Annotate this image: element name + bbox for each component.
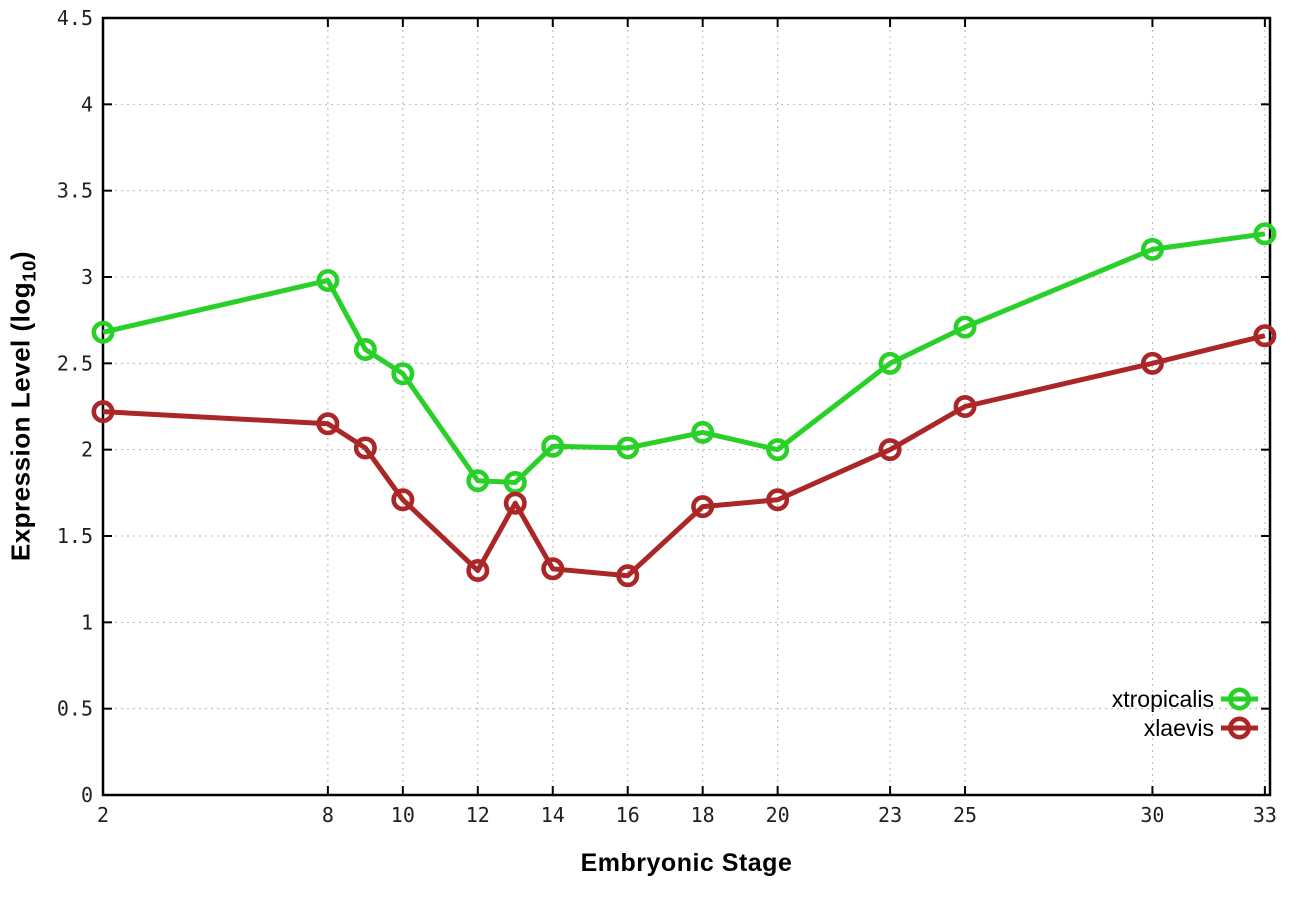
y-axis-title-main: Expression Level (log <box>5 281 36 562</box>
data-point-marker <box>953 394 977 418</box>
y-tick-label: 4.5 <box>57 6 93 30</box>
data-point-marker <box>1253 324 1277 348</box>
x-tick-label: 20 <box>766 803 790 827</box>
data-point-marker <box>91 320 115 344</box>
data-point-marker <box>353 436 377 460</box>
data-point-marker <box>541 434 565 458</box>
x-tick-label: 10 <box>391 803 415 827</box>
data-point-marker <box>91 400 115 424</box>
data-point-marker <box>316 268 340 292</box>
y-tick-label: 4 <box>81 92 93 116</box>
series-line <box>102 333 1266 579</box>
legend-label: xlaevis <box>1144 715 1214 741</box>
series-xlaevis <box>91 324 1277 588</box>
y-tick-label: 2.5 <box>57 351 93 375</box>
y-tick-label: 1.5 <box>57 524 93 548</box>
data-point-marker <box>691 495 715 519</box>
x-tick-label: 2 <box>97 803 109 827</box>
y-tick-label: 0 <box>81 783 93 807</box>
x-axis-title: Embryonic Stage <box>580 849 793 877</box>
legend-marker <box>1228 687 1252 711</box>
y-tick-label: 0.5 <box>57 697 93 721</box>
legend-label: xtropicalis <box>1112 686 1214 712</box>
x-tick-label: 30 <box>1140 803 1164 827</box>
y-tick-labels: 0 0.5 1 1.5 2 2.5 3 3.5 4 4.5 <box>57 6 93 807</box>
y-tick-label: 1 <box>81 610 93 634</box>
legend-item-xtropicalis: xtropicalis <box>1112 686 1258 712</box>
gridlines <box>103 18 1270 795</box>
y-axis-title-close: ) <box>5 250 36 261</box>
data-point-marker <box>503 491 527 515</box>
data-point-marker <box>766 438 790 462</box>
x-tick-label: 33 <box>1253 803 1277 827</box>
x-tick-label: 23 <box>878 803 902 827</box>
data-point-marker <box>391 488 415 512</box>
data-point-marker <box>1140 237 1164 261</box>
series-line <box>102 231 1266 485</box>
data-point-marker <box>691 420 715 444</box>
legend: xtropicalis xlaevis <box>1112 686 1258 741</box>
data-point-marker <box>391 362 415 386</box>
data-point-marker <box>878 351 902 375</box>
x-tick-labels: 2 8 10 12 14 16 18 20 23 25 30 33 <box>97 803 1277 827</box>
x-tick-label: 12 <box>466 803 490 827</box>
data-point-marker <box>953 315 977 339</box>
x-tick-label: 8 <box>322 803 334 827</box>
y-tick-label: 3 <box>81 265 93 289</box>
data-point-marker <box>1140 351 1164 375</box>
data-point-marker <box>503 470 527 494</box>
tick-marks <box>102 17 1270 796</box>
data-point-marker <box>1253 222 1277 246</box>
data-point-marker <box>766 488 790 512</box>
y-axis-title-subscript: 10 <box>18 260 40 282</box>
legend-item-xlaevis: xlaevis <box>1144 715 1258 741</box>
y-axis-title: Expression Level (log10) <box>6 18 50 795</box>
x-tick-label: 16 <box>616 803 640 827</box>
data-point-marker <box>541 557 565 581</box>
y-tick-label: 2 <box>81 438 93 462</box>
data-point-marker <box>316 412 340 436</box>
data-point-marker <box>878 438 902 462</box>
legend-marker <box>1228 716 1252 740</box>
data-point-marker <box>616 564 640 588</box>
data-point-marker <box>466 469 490 493</box>
data-point-marker <box>353 338 377 362</box>
series-xtropicalis <box>91 222 1277 494</box>
data-point-marker <box>616 436 640 460</box>
x-tick-label: 18 <box>691 803 715 827</box>
plot-border <box>101 16 1272 797</box>
y-tick-label: 3.5 <box>57 179 93 203</box>
x-tick-label: 25 <box>953 803 977 827</box>
x-tick-label: 14 <box>541 803 565 827</box>
data-point-marker <box>466 559 490 583</box>
